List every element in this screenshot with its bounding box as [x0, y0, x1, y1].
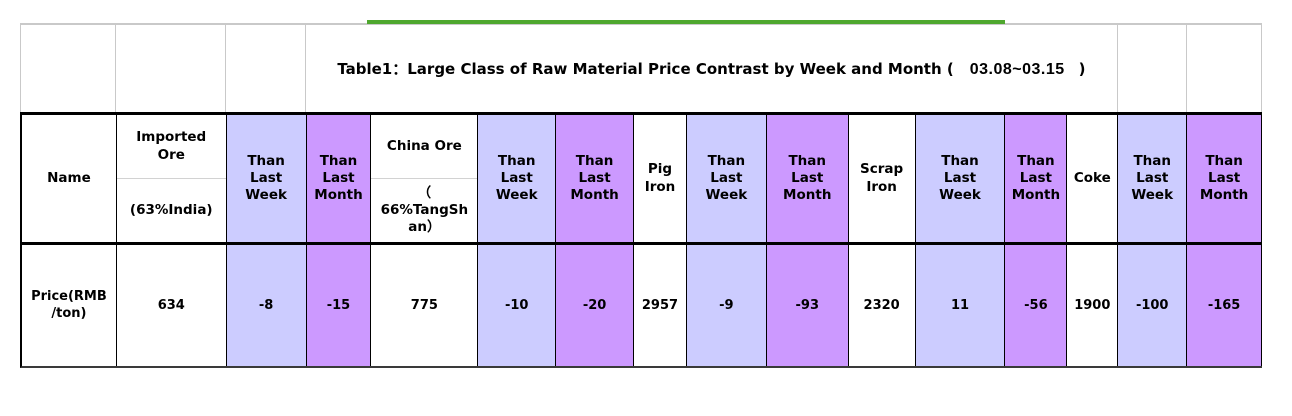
- table-title: Table1：Large Class of Raw Material Price…: [337, 60, 954, 78]
- table-title-line: Table1：Large Class of Raw Material Price…: [337, 58, 1085, 79]
- china-ore-spec: （ 66%TangSh an）: [371, 178, 478, 242]
- title-spacer-cell-2: [115, 25, 226, 112]
- header-china-ore-cell: China Ore （ 66%TangSh an）: [371, 115, 479, 242]
- title-close-paren: ): [1078, 60, 1086, 78]
- row-label-cell: Price(RMB /ton): [22, 245, 117, 366]
- delta-week-china-ore: -10: [478, 245, 557, 366]
- header-than-month-coke: Than Last Month: [1187, 115, 1263, 242]
- china-ore-label: China Ore: [386, 137, 462, 154]
- price-coke: 1900: [1067, 245, 1119, 366]
- header-than-month-china-ore: Than Last Month: [556, 115, 635, 242]
- title-spacer-cell-1: [21, 25, 116, 112]
- header-than-week-coke: Than Last Week: [1118, 115, 1188, 242]
- price-china-ore: 775: [371, 245, 479, 366]
- delta-month-imported-ore: -15: [306, 245, 372, 366]
- delta-week-coke: -100: [1118, 245, 1188, 366]
- header-than-week-scrap-iron: Than Last Week: [915, 115, 1006, 242]
- header-row: Name Imported Ore (63%India) Than Last W…: [20, 112, 1263, 245]
- table-title-cell: Table1：Large Class of Raw Material Price…: [305, 25, 1119, 112]
- delta-month-coke: -165: [1187, 245, 1263, 366]
- header-scrap-iron-cell: Scrap Iron: [848, 115, 916, 242]
- delta-week-scrap-iron: 11: [915, 245, 1006, 366]
- delta-month-china-ore: -20: [556, 245, 635, 366]
- green-divider-rule: [367, 20, 1005, 24]
- title-row: Table1：Large Class of Raw Material Price…: [20, 23, 1262, 112]
- price-contrast-table: Table1：Large Class of Raw Material Price…: [20, 23, 1263, 368]
- imported-ore-label: Imported Ore: [136, 129, 207, 163]
- title-date-range: 03.08~03.15: [969, 61, 1065, 78]
- price-imported-ore: 634: [116, 245, 227, 366]
- delta-week-imported-ore: -8: [226, 245, 307, 366]
- header-than-week-pig-iron: Than Last Week: [686, 115, 767, 242]
- delta-month-pig-iron: -93: [766, 245, 849, 366]
- title-spacer-cell-4: [1118, 25, 1188, 112]
- title-spacer-cell-5: [1187, 25, 1262, 112]
- header-than-month-imported-ore: Than Last Month: [306, 115, 372, 242]
- title-spacer-cell-3: [225, 25, 306, 112]
- header-imported-ore-cell: Imported Ore (63%India): [116, 115, 227, 242]
- imported-ore-spec: (63%India): [116, 178, 226, 242]
- price-data-row: Price(RMB /ton) 634 -8 -15 775 -10 -20 2…: [20, 245, 1263, 368]
- header-than-week-china-ore: Than Last Week: [478, 115, 557, 242]
- delta-week-pig-iron: -9: [686, 245, 767, 366]
- header-than-month-pig-iron: Than Last Month: [766, 115, 849, 242]
- header-name-cell: Name: [22, 115, 117, 242]
- price-scrap-iron: 2320: [848, 245, 916, 366]
- header-than-month-scrap-iron: Than Last Month: [1005, 115, 1068, 242]
- price-pig-iron: 2957: [634, 245, 687, 366]
- header-coke-cell: Coke: [1067, 115, 1119, 242]
- header-pig-iron-cell: Pig Iron: [634, 115, 687, 242]
- header-than-week-imported-ore: Than Last Week: [226, 115, 307, 242]
- delta-month-scrap-iron: -56: [1005, 245, 1068, 366]
